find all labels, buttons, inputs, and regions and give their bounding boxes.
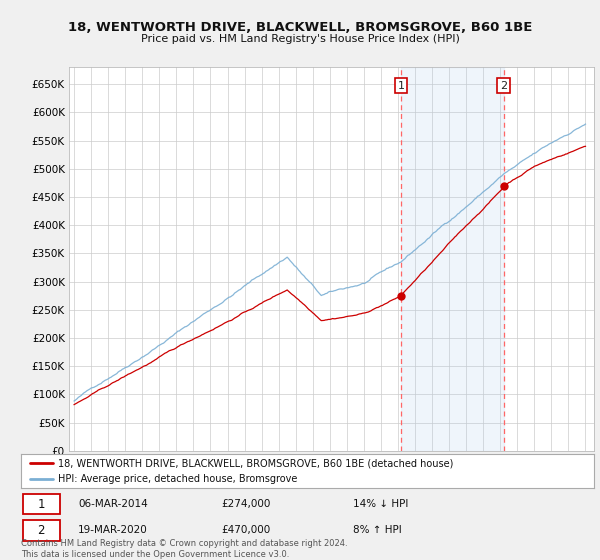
Text: 14% ↓ HPI: 14% ↓ HPI: [353, 499, 409, 509]
Text: 2: 2: [500, 81, 508, 91]
FancyBboxPatch shape: [23, 520, 60, 541]
Text: 06-MAR-2014: 06-MAR-2014: [79, 499, 148, 509]
Text: £274,000: £274,000: [221, 499, 271, 509]
Bar: [401, 67, 504, 451]
Text: 1: 1: [37, 497, 45, 511]
FancyBboxPatch shape: [23, 494, 60, 514]
Text: 19-MAR-2020: 19-MAR-2020: [79, 525, 148, 535]
Text: 8% ↑ HPI: 8% ↑ HPI: [353, 525, 402, 535]
Text: 1: 1: [397, 81, 404, 91]
Text: £470,000: £470,000: [221, 525, 271, 535]
Text: Price paid vs. HM Land Registry's House Price Index (HPI): Price paid vs. HM Land Registry's House …: [140, 34, 460, 44]
Text: Contains HM Land Registry data © Crown copyright and database right 2024.
This d: Contains HM Land Registry data © Crown c…: [21, 539, 347, 559]
Text: 18, WENTWORTH DRIVE, BLACKWELL, BROMSGROVE, B60 1BE (detached house): 18, WENTWORTH DRIVE, BLACKWELL, BROMSGRO…: [58, 458, 454, 468]
Text: 2: 2: [37, 524, 45, 537]
Text: 18, WENTWORTH DRIVE, BLACKWELL, BROMSGROVE, B60 1BE: 18, WENTWORTH DRIVE, BLACKWELL, BROMSGRO…: [68, 21, 532, 34]
Text: HPI: Average price, detached house, Bromsgrove: HPI: Average price, detached house, Brom…: [58, 474, 298, 484]
